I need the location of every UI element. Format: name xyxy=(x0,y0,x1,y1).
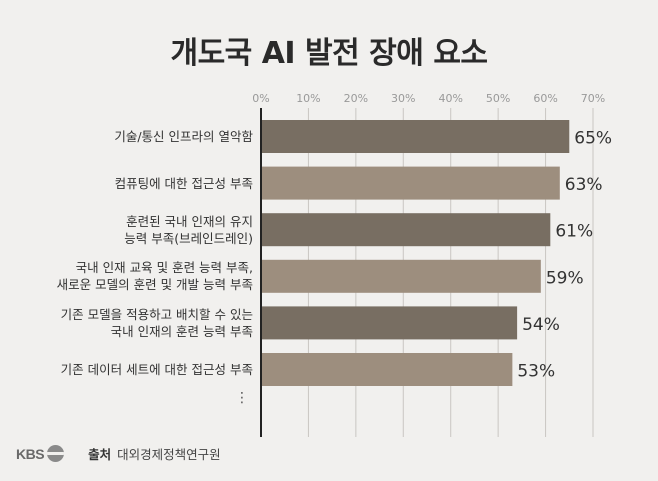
category-label: 국내 인재 교육 및 훈련 능력 부족, 새로운 모델의 훈련 및 개발 능력 … xyxy=(56,260,253,293)
source-text: 대외경제정책연구원 xyxy=(117,447,221,462)
bar xyxy=(261,166,560,200)
category-label: 기술/통신 인프라의 열악함 xyxy=(114,129,253,144)
bar xyxy=(261,306,518,340)
value-label: 65% xyxy=(574,129,612,149)
value-label: 61% xyxy=(555,222,593,242)
x-tick-label: 40% xyxy=(438,92,462,105)
source-label: 출처 xyxy=(88,447,112,462)
x-tick-label: 70% xyxy=(581,92,605,105)
category-label: 훈련된 국내 인재의 유지 능력 부족(브레인드레인) xyxy=(124,213,253,246)
bar xyxy=(261,213,551,247)
category-label: 기존 모델을 적용하고 배치할 수 있는 국내 인재의 훈련 능력 부족 xyxy=(60,306,253,339)
x-tick-label: 10% xyxy=(296,92,320,105)
x-tick-label: 30% xyxy=(391,92,415,105)
bar xyxy=(261,120,570,153)
bar xyxy=(261,353,513,386)
x-tick-label: 0% xyxy=(252,92,269,105)
source-note: 출처 대외경제정책연구원 xyxy=(88,444,221,463)
value-label: 63% xyxy=(565,175,603,195)
footer: KBS 출처 대외경제정책연구원 xyxy=(16,444,221,463)
kbs-logo-text: KBS xyxy=(16,445,45,462)
value-label: 54% xyxy=(522,315,560,335)
value-label: 53% xyxy=(517,362,555,382)
x-tick-label: 50% xyxy=(486,92,510,105)
kbs-logo: KBS xyxy=(16,445,65,462)
more-items-ellipsis: ⋮ xyxy=(235,390,249,406)
category-label: 컴퓨팅에 대한 접근성 부족 xyxy=(114,175,253,191)
x-tick-label: 60% xyxy=(533,92,557,105)
value-label: 59% xyxy=(546,268,584,288)
bar xyxy=(261,259,541,293)
category-label: 기존 데이터 세트에 대한 접근성 부족 xyxy=(60,362,253,377)
chart-title: 개도국 AI 발전 장애 요소 xyxy=(170,36,488,71)
kbs-globe-icon xyxy=(47,445,65,462)
x-tick-label: 20% xyxy=(344,92,368,105)
